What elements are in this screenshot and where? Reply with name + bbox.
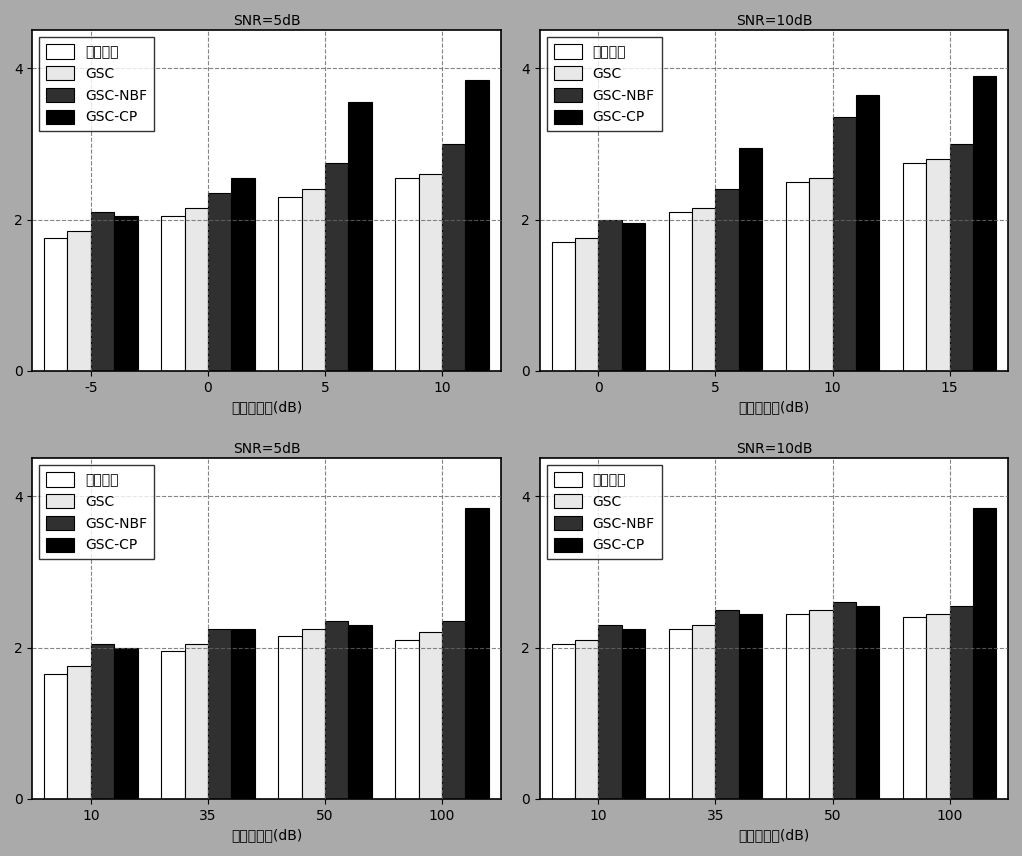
Bar — [301, 189, 325, 371]
Bar — [465, 508, 489, 799]
Bar — [599, 625, 621, 799]
Bar — [973, 508, 996, 799]
Bar — [161, 651, 185, 799]
Bar — [44, 239, 67, 371]
Bar — [325, 621, 349, 799]
Bar — [91, 212, 114, 371]
Bar — [161, 216, 185, 371]
Bar — [465, 80, 489, 371]
Title: SNR=10dB: SNR=10dB — [736, 442, 812, 456]
Bar — [833, 117, 856, 371]
Bar — [349, 625, 372, 799]
Bar — [301, 628, 325, 799]
Legend: 带噪语音, GSC, GSC-NBF, GSC-CP: 带噪语音, GSC, GSC-NBF, GSC-CP — [547, 38, 661, 131]
X-axis label: 输入信噪比(dB): 输入信噪比(dB) — [738, 828, 809, 842]
Bar — [575, 239, 599, 371]
Title: SNR=5dB: SNR=5dB — [233, 14, 300, 28]
Bar — [949, 606, 973, 799]
Bar — [419, 633, 443, 799]
Bar — [973, 76, 996, 371]
Bar — [692, 625, 715, 799]
Bar — [114, 216, 138, 371]
Bar — [231, 628, 254, 799]
Bar — [809, 609, 833, 799]
Bar — [715, 189, 739, 371]
Bar — [91, 644, 114, 799]
Bar — [396, 640, 419, 799]
X-axis label: 输入信噪比(dB): 输入信噪比(dB) — [231, 828, 303, 842]
Bar — [325, 163, 349, 371]
Bar — [67, 667, 91, 799]
Legend: 带噪语音, GSC, GSC-NBF, GSC-CP: 带噪语音, GSC, GSC-NBF, GSC-CP — [547, 466, 661, 559]
Bar — [231, 178, 254, 371]
Bar — [856, 95, 879, 371]
Bar — [443, 144, 465, 371]
Bar — [809, 178, 833, 371]
Bar — [207, 193, 231, 371]
Bar — [349, 103, 372, 371]
Bar — [902, 163, 926, 371]
Bar — [185, 644, 207, 799]
Bar — [419, 174, 443, 371]
Bar — [185, 208, 207, 371]
Bar — [599, 219, 621, 371]
Bar — [739, 148, 762, 371]
Legend: 带噪语音, GSC, GSC-NBF, GSC-CP: 带噪语音, GSC, GSC-NBF, GSC-CP — [39, 466, 154, 559]
Bar — [833, 602, 856, 799]
Title: SNR=10dB: SNR=10dB — [736, 14, 812, 28]
Title: SNR=5dB: SNR=5dB — [233, 442, 300, 456]
Bar — [621, 223, 645, 371]
Bar — [739, 614, 762, 799]
Bar — [786, 614, 809, 799]
Bar — [575, 640, 599, 799]
Bar — [668, 628, 692, 799]
Bar — [715, 609, 739, 799]
Bar — [668, 212, 692, 371]
Bar — [44, 674, 67, 799]
Bar — [552, 644, 575, 799]
X-axis label: 输入信噪比(dB): 输入信噪比(dB) — [738, 400, 809, 414]
X-axis label: 输入信噪比(dB): 输入信噪比(dB) — [231, 400, 303, 414]
Bar — [621, 628, 645, 799]
Bar — [396, 178, 419, 371]
Bar — [786, 181, 809, 371]
Bar — [278, 636, 301, 799]
Bar — [692, 208, 715, 371]
Bar — [856, 606, 879, 799]
Bar — [443, 621, 465, 799]
Bar — [949, 144, 973, 371]
Bar — [902, 617, 926, 799]
Bar — [926, 614, 949, 799]
Bar — [926, 159, 949, 371]
Bar — [552, 242, 575, 371]
Bar — [67, 231, 91, 371]
Bar — [207, 628, 231, 799]
Bar — [114, 647, 138, 799]
Bar — [278, 197, 301, 371]
Legend: 带噪语音, GSC, GSC-NBF, GSC-CP: 带噪语音, GSC, GSC-NBF, GSC-CP — [39, 38, 154, 131]
